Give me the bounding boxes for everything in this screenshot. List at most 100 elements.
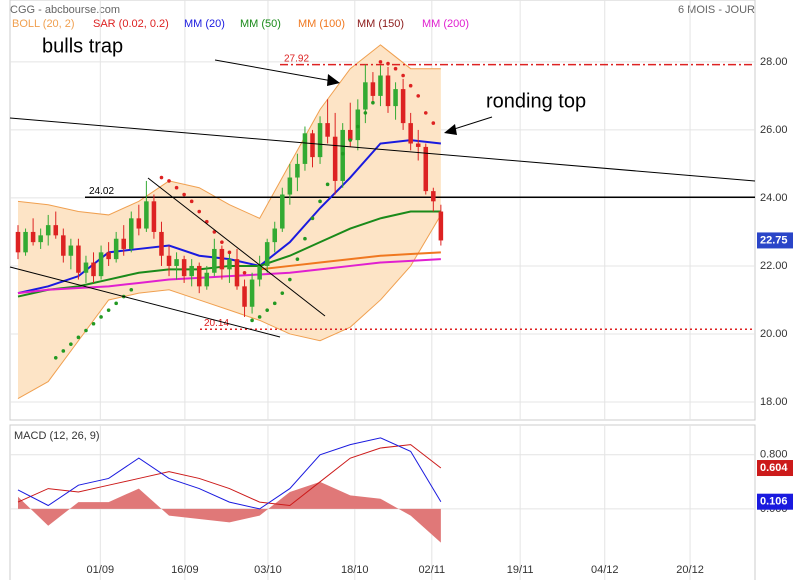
signal-line — [17, 444, 442, 507]
signal-box — [757, 460, 793, 477]
candle-body — [30, 231, 36, 243]
level-label: 24.02 — [89, 186, 114, 197]
y-tick-label: 28.00 — [760, 56, 788, 68]
sar-dot — [295, 257, 300, 261]
sar-dot — [408, 83, 413, 88]
sar-dot — [53, 355, 58, 360]
legend-item: MM (200) — [422, 18, 469, 30]
candle-body — [38, 235, 43, 243]
candle-body — [378, 75, 383, 96]
x-tick-label: 03/10 — [254, 564, 282, 576]
candle-body — [106, 252, 111, 260]
candle-body — [227, 259, 232, 270]
sar-dot — [250, 318, 254, 323]
sar-dot — [386, 61, 390, 66]
plot-layer: 01/09 16/09 03/10 18/10 02/11 19/11 04/12 20/12… — [10, 0, 793, 580]
sar-dot — [197, 209, 202, 214]
candle-body — [189, 265, 194, 277]
sar-dot — [99, 315, 103, 319]
sar-dot — [363, 111, 368, 115]
macd-last: 0.106 — [760, 496, 788, 508]
candle-body — [415, 143, 421, 147]
x-tick-label: 02/11 — [418, 564, 445, 576]
x-tick-label: 19/11 — [507, 564, 534, 576]
sar-dot — [174, 185, 179, 190]
sar-dot — [378, 60, 383, 64]
sar-dot — [129, 287, 134, 292]
chart-title: CGG - abcbourse.com — [10, 4, 120, 16]
arrow-head — [327, 74, 340, 86]
candle-body — [423, 146, 429, 192]
sar-dot — [159, 175, 164, 180]
sar-dot — [431, 121, 436, 125]
y-tick-label: 18.00 — [760, 396, 788, 408]
candle-body — [61, 235, 66, 256]
sar-dot — [272, 301, 277, 306]
candle-body — [129, 218, 134, 249]
y-tick-label: 20.00 — [760, 328, 788, 340]
arrow-head — [444, 124, 457, 135]
legend-item: MM (150) — [357, 18, 404, 30]
level-label: 27.92 — [284, 53, 309, 64]
candle-body — [181, 259, 187, 277]
candle-body — [212, 248, 217, 273]
legend-item: MM (50) — [240, 18, 281, 30]
candle-body — [347, 129, 353, 141]
candle-body — [15, 231, 21, 253]
x-tick-label: 16/09 — [171, 564, 199, 576]
candle-body — [431, 191, 436, 202]
sar-dot — [167, 179, 171, 183]
sar-dot — [333, 165, 337, 170]
candle-body — [302, 133, 308, 164]
candle-body — [83, 262, 89, 273]
period: 6 MOIS - JOUR — [678, 4, 755, 16]
y-tick-label: 24.00 — [760, 192, 788, 204]
sar-dot — [257, 315, 262, 319]
legend-item: MM (100) — [298, 18, 345, 30]
candle-body — [196, 265, 202, 287]
candle-body — [310, 133, 315, 158]
candle-body — [91, 262, 96, 277]
sar-dot — [69, 342, 73, 346]
candle-body — [363, 82, 368, 110]
x-tick-label: 20/12 — [676, 564, 704, 576]
candle-body — [174, 259, 179, 266]
level-label: 20.14 — [204, 318, 229, 329]
last-price-box — [757, 232, 793, 249]
candle-body — [264, 242, 270, 266]
sar-dot — [325, 182, 330, 187]
candle-body — [98, 252, 104, 277]
candle-body — [280, 194, 285, 229]
sar-dot — [76, 335, 81, 340]
y-tick-label: 26.00 — [760, 124, 788, 136]
sar-dot — [189, 199, 194, 204]
sar-dot — [235, 260, 239, 265]
candle-body — [257, 265, 262, 280]
candle-body — [400, 89, 406, 124]
candle-body — [219, 248, 225, 270]
candle-body — [113, 238, 119, 260]
sar-dot — [280, 291, 285, 295]
sar-dot — [265, 308, 269, 312]
x-tick-label: 04/12 — [591, 564, 619, 576]
macd-line — [17, 437, 442, 510]
candle-body — [204, 272, 210, 287]
candle-body — [272, 228, 278, 243]
candle-body — [295, 163, 300, 178]
candle-body — [136, 218, 142, 229]
trend-line — [147, 177, 326, 317]
candle-body — [317, 123, 323, 158]
x-tick-label: 01/09 — [87, 564, 115, 576]
candle-body — [234, 259, 240, 287]
candle-body — [121, 238, 126, 249]
candle-body — [249, 279, 255, 307]
sar-dot — [423, 111, 428, 115]
sar-dot — [288, 277, 292, 282]
candle-body — [159, 231, 164, 256]
macd-title: MACD (12, 26, 9) — [14, 430, 100, 442]
legend-item: SAR (0.02, 0.2) — [93, 18, 169, 30]
band-line — [17, 214, 442, 400]
candle-body — [393, 89, 398, 107]
sar-dot — [348, 138, 353, 142]
